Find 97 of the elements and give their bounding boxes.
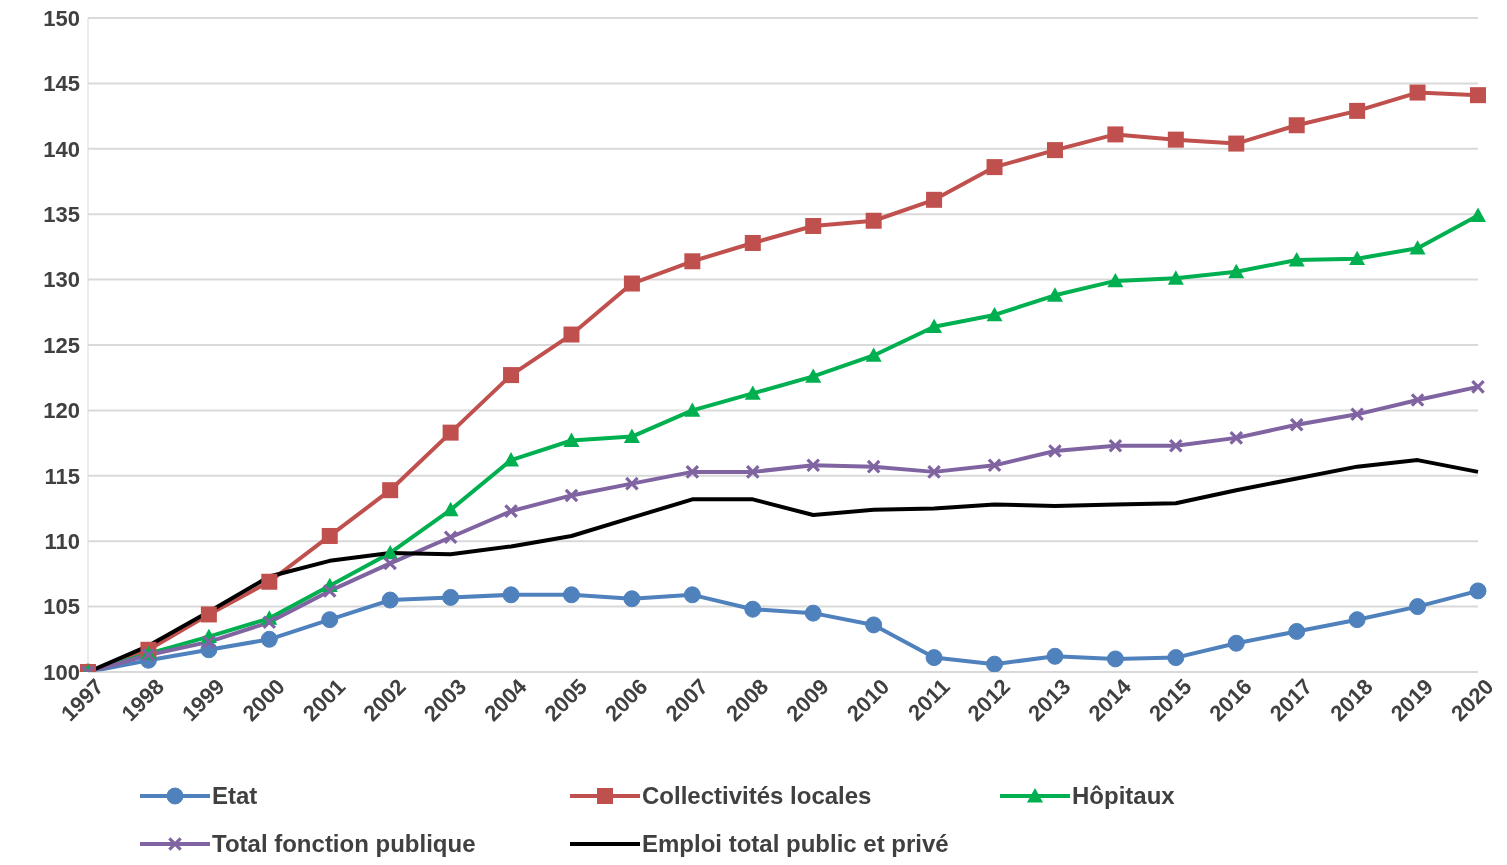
y-tick-label: 150 <box>43 5 80 31</box>
point <box>262 615 277 630</box>
point <box>1409 240 1426 255</box>
point <box>1167 131 1184 148</box>
point <box>685 465 700 479</box>
point <box>1046 647 1064 665</box>
point <box>382 482 399 499</box>
point <box>1167 270 1184 285</box>
legend-label: Emploi total public et privé <box>642 830 949 858</box>
point <box>1048 444 1062 458</box>
point <box>443 530 458 545</box>
y-tick-label: 110 <box>44 529 80 555</box>
point <box>202 635 216 649</box>
point <box>986 159 1003 176</box>
point <box>745 465 760 479</box>
point <box>1348 611 1366 629</box>
point <box>442 501 459 517</box>
y-tick-label: 135 <box>43 202 80 228</box>
y-tick-label: 140 <box>43 136 80 162</box>
point <box>321 611 339 629</box>
point <box>562 586 580 604</box>
point <box>1349 250 1366 266</box>
point <box>865 212 882 229</box>
point <box>805 217 822 234</box>
point <box>1288 251 1305 267</box>
point <box>442 424 459 441</box>
y-tick-label: 100 <box>43 659 80 685</box>
point <box>927 465 941 479</box>
point <box>1470 87 1486 104</box>
point <box>1409 84 1426 101</box>
point <box>865 347 882 362</box>
y-tick-label: 120 <box>43 398 80 424</box>
point <box>1350 407 1364 422</box>
point <box>744 385 761 400</box>
point <box>1349 102 1366 119</box>
point <box>1228 135 1245 152</box>
point <box>804 604 822 622</box>
point <box>1409 598 1427 616</box>
point <box>1169 438 1183 453</box>
point <box>1046 287 1063 302</box>
point <box>1229 431 1244 445</box>
point <box>1469 582 1487 600</box>
point <box>926 318 943 334</box>
point <box>563 432 580 447</box>
y-tick-label: 130 <box>43 267 80 293</box>
point <box>623 275 640 292</box>
point <box>865 616 883 634</box>
point <box>987 458 1002 473</box>
legend-label: Total fonction publique <box>212 830 476 858</box>
point <box>442 588 460 606</box>
point <box>261 573 278 590</box>
legend-label: Etat <box>212 782 258 810</box>
point <box>502 586 520 604</box>
point <box>684 402 701 417</box>
point <box>503 367 520 384</box>
y-tick-label: 125 <box>43 332 80 358</box>
point <box>383 556 397 571</box>
point <box>260 630 278 648</box>
point <box>866 459 881 474</box>
point <box>925 649 943 667</box>
point <box>744 234 761 251</box>
point <box>1167 649 1185 667</box>
point <box>1228 263 1245 279</box>
point <box>1107 272 1124 288</box>
point <box>322 584 337 598</box>
point <box>321 527 338 544</box>
point <box>1288 117 1305 134</box>
point <box>564 488 579 503</box>
point <box>1107 126 1124 143</box>
point <box>623 428 640 443</box>
point <box>563 326 580 343</box>
point <box>381 591 399 609</box>
point <box>1106 650 1124 668</box>
point <box>504 504 518 518</box>
y-tick-label: 105 <box>43 594 80 620</box>
point <box>986 306 1003 322</box>
point <box>1288 622 1306 640</box>
point <box>1471 380 1485 394</box>
point <box>986 655 1004 672</box>
point <box>1046 142 1063 159</box>
point <box>200 606 217 623</box>
point <box>683 586 701 604</box>
point <box>926 191 943 208</box>
y-tick-label: 145 <box>43 71 80 97</box>
point <box>1108 438 1123 453</box>
legend-label: Collectivités locales <box>642 782 872 810</box>
point <box>1289 418 1304 432</box>
legend-label: Hôpitaux <box>1072 782 1175 810</box>
point <box>623 590 641 608</box>
point <box>503 452 520 467</box>
point <box>1227 634 1245 652</box>
point <box>1470 207 1486 222</box>
point <box>805 368 822 383</box>
y-tick-label: 115 <box>44 463 80 489</box>
point <box>684 253 701 270</box>
point <box>744 600 762 618</box>
point <box>806 458 821 473</box>
